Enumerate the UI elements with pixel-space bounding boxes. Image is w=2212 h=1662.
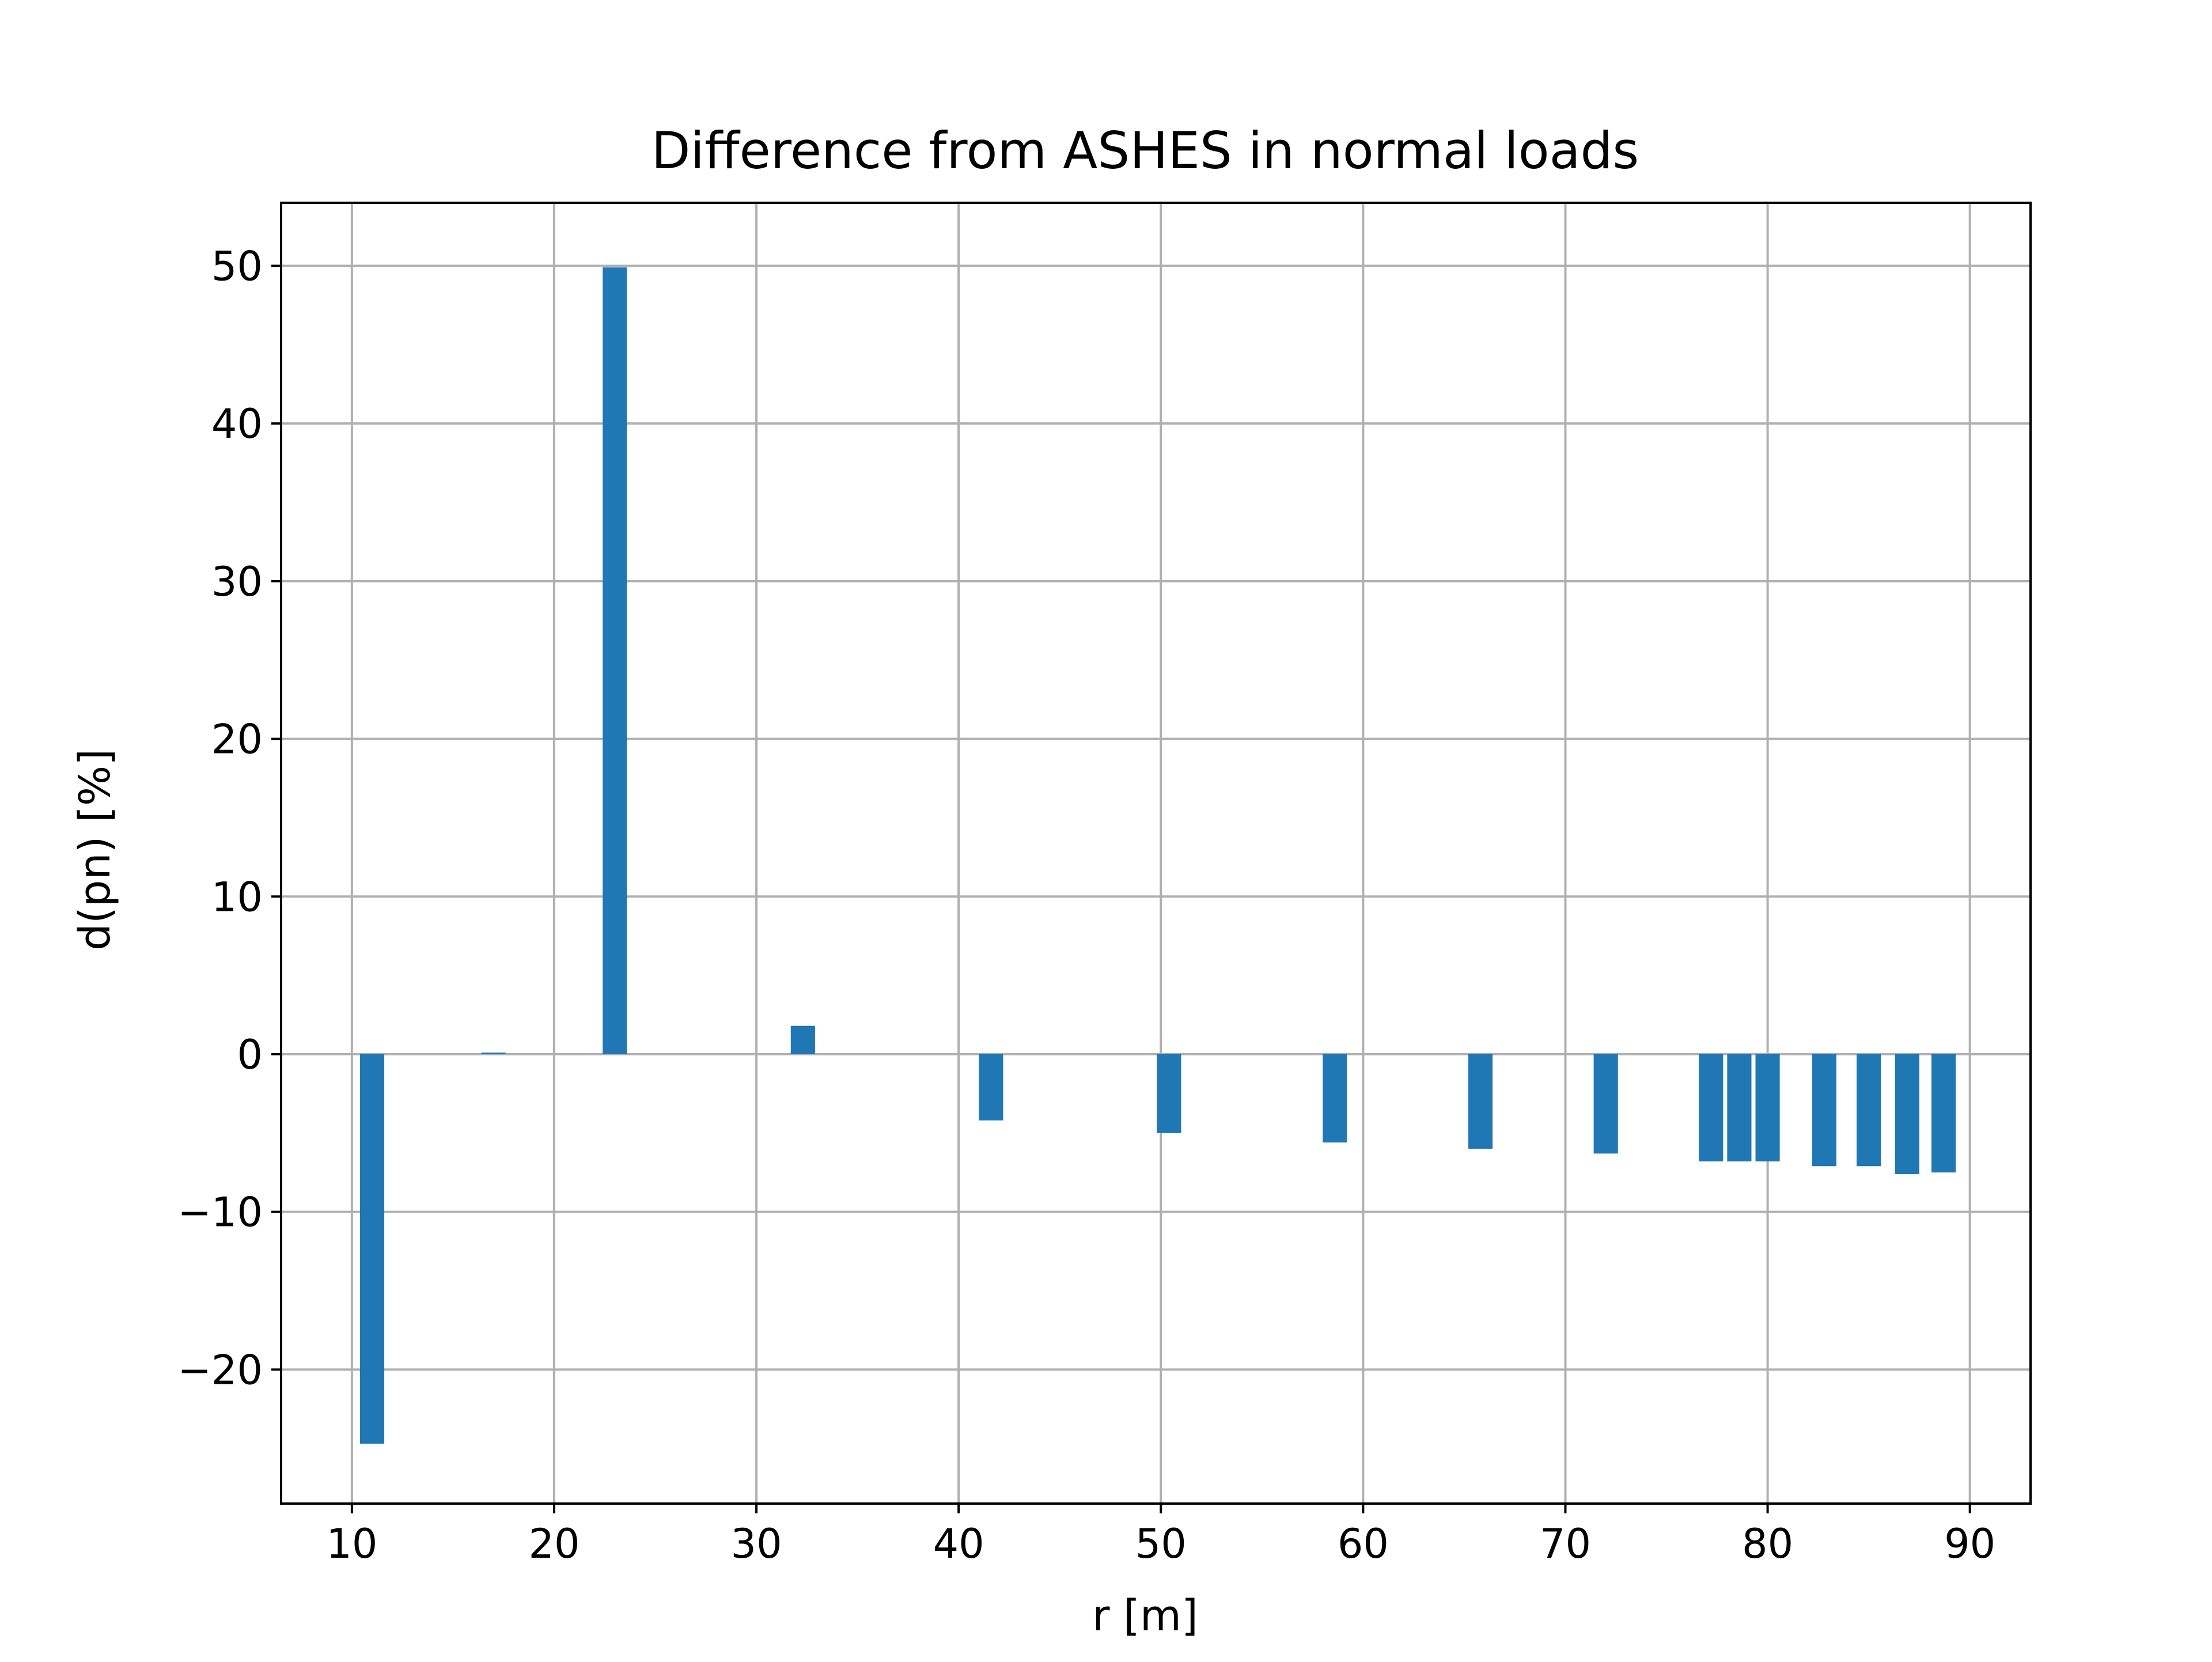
bar <box>1323 1054 1347 1143</box>
bar <box>1699 1054 1724 1162</box>
x-tick-label: 30 <box>731 1520 782 1568</box>
y-tick-label: 20 <box>211 716 263 763</box>
x-tick-label: 60 <box>1338 1520 1389 1568</box>
bar <box>1931 1054 1956 1173</box>
x-tick-label: 20 <box>528 1520 579 1568</box>
x-tick-label: 50 <box>1135 1520 1187 1568</box>
bar <box>481 1053 506 1054</box>
bar <box>603 267 627 1054</box>
x-tick-label: 10 <box>326 1520 377 1568</box>
bar <box>1157 1054 1181 1133</box>
x-tick-label: 70 <box>1540 1520 1591 1568</box>
bar-series <box>359 267 1956 1444</box>
bar <box>1727 1054 1752 1162</box>
y-tick-label: 0 <box>237 1031 263 1078</box>
y-tick-label: −20 <box>177 1346 263 1394</box>
axis-ticks: 10 20 30 40 50 60 70 80 90 −20 −10 0 10 20 30 40 50 <box>177 243 1995 1568</box>
x-tick-label: 90 <box>1944 1520 1995 1568</box>
bar <box>1755 1054 1780 1162</box>
bar <box>979 1054 1003 1120</box>
bar <box>1812 1054 1836 1167</box>
y-axis-label: d(pn) [%] <box>70 749 120 951</box>
bar <box>1895 1054 1919 1174</box>
bar <box>790 1025 815 1054</box>
grid-lines <box>281 203 2031 1504</box>
y-tick-label: 30 <box>211 558 263 605</box>
y-tick-label: 40 <box>211 400 263 448</box>
x-tick-label: 40 <box>933 1520 984 1568</box>
bar <box>1468 1054 1493 1149</box>
bar <box>1857 1054 1881 1167</box>
y-tick-label: 50 <box>211 243 263 290</box>
x-tick-label: 80 <box>1742 1520 1793 1568</box>
y-tick-label: 10 <box>211 873 263 921</box>
bar <box>359 1054 385 1444</box>
x-axis-label: r [m] <box>1092 1591 1198 1641</box>
bar <box>1593 1054 1618 1154</box>
y-tick-label: −10 <box>177 1189 263 1236</box>
plot-frame <box>280 202 2032 1505</box>
chart-title: Difference from ASHES in normal loads <box>652 121 1639 180</box>
